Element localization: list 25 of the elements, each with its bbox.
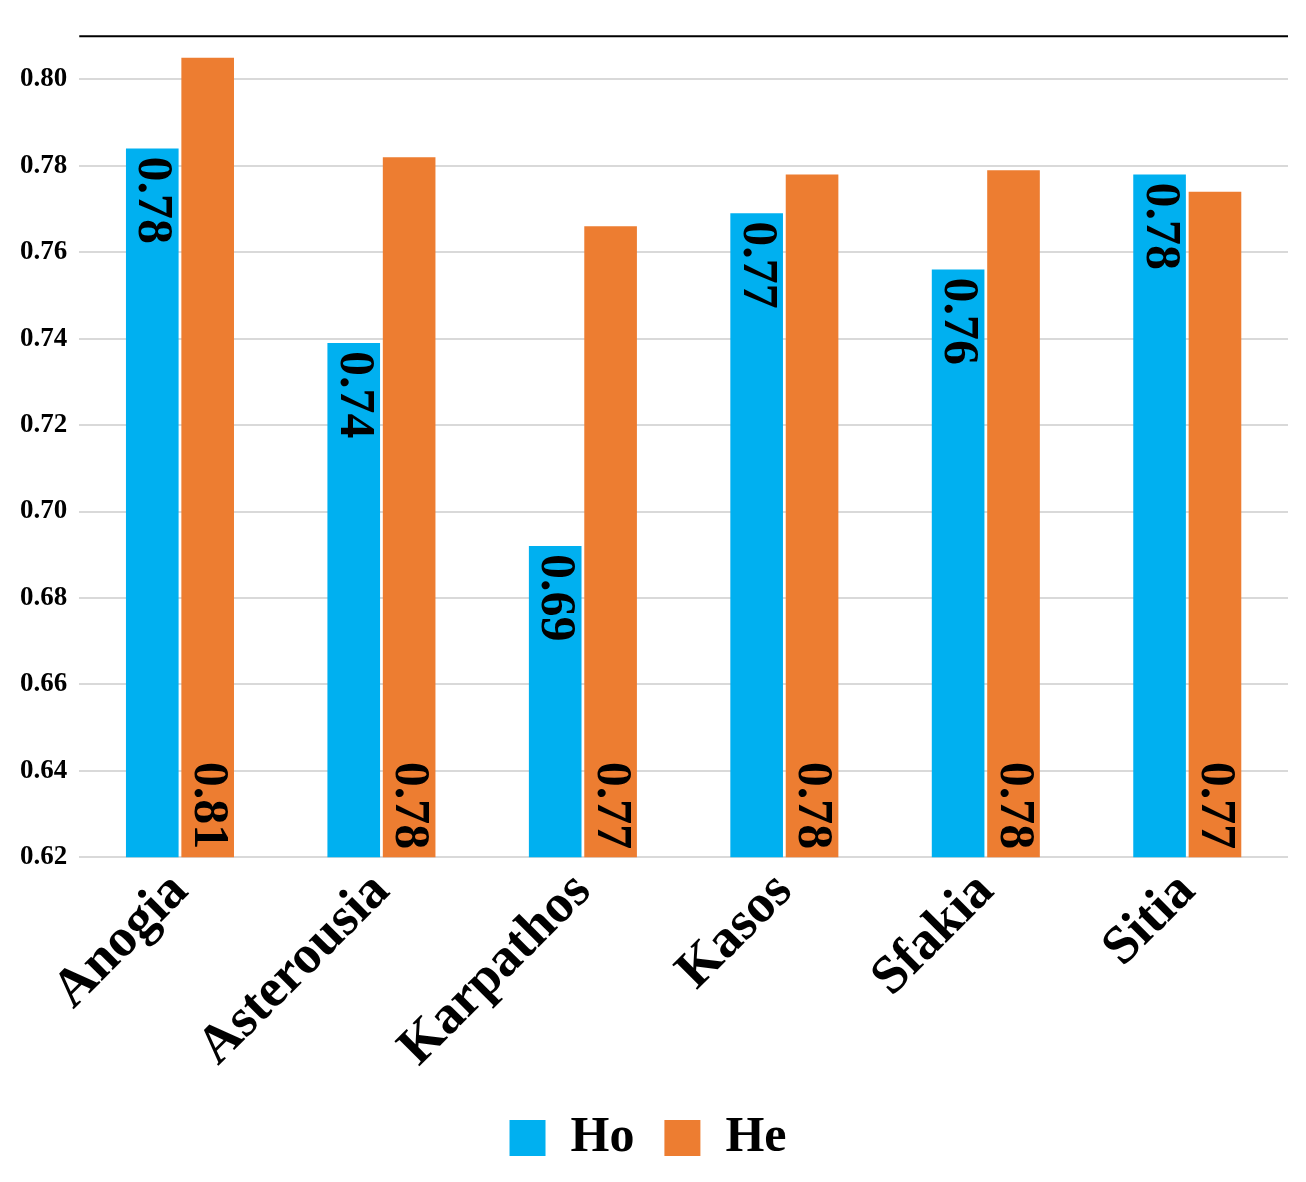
data-label: 0.69 (531, 554, 588, 642)
data-label: 0.81 (183, 761, 240, 850)
data-label: 0.77 (586, 761, 643, 850)
legend-label: He (725, 1105, 787, 1162)
data-label: 0.76 (934, 277, 991, 366)
legend-label: Ho (570, 1105, 635, 1162)
y-tick-label: 0.80 (20, 62, 68, 93)
data-label: 0.78 (385, 761, 442, 850)
y-tick-label: 0.70 (20, 494, 68, 525)
y-tick-label: 0.64 (20, 753, 68, 784)
data-label: 0.74 (329, 351, 386, 439)
y-tick-label: 0.78 (20, 148, 68, 179)
y-tick-label: 0.68 (20, 580, 68, 611)
y-tick-label: 0.62 (20, 840, 68, 871)
y-tick-label: 0.76 (20, 235, 68, 266)
x-tick-label: Sitia (1088, 859, 1206, 976)
data-label: 0.78 (1135, 182, 1192, 270)
data-label: 0.77 (1191, 761, 1248, 850)
y-tick-label: 0.74 (20, 321, 68, 352)
y-tick-label: 0.72 (20, 408, 68, 439)
data-label: 0.77 (732, 221, 789, 309)
data-label: 0.78 (788, 761, 845, 850)
y-tick-label: 0.66 (20, 667, 68, 698)
data-label: 0.78 (989, 761, 1046, 850)
data-label: 0.78 (128, 156, 185, 245)
